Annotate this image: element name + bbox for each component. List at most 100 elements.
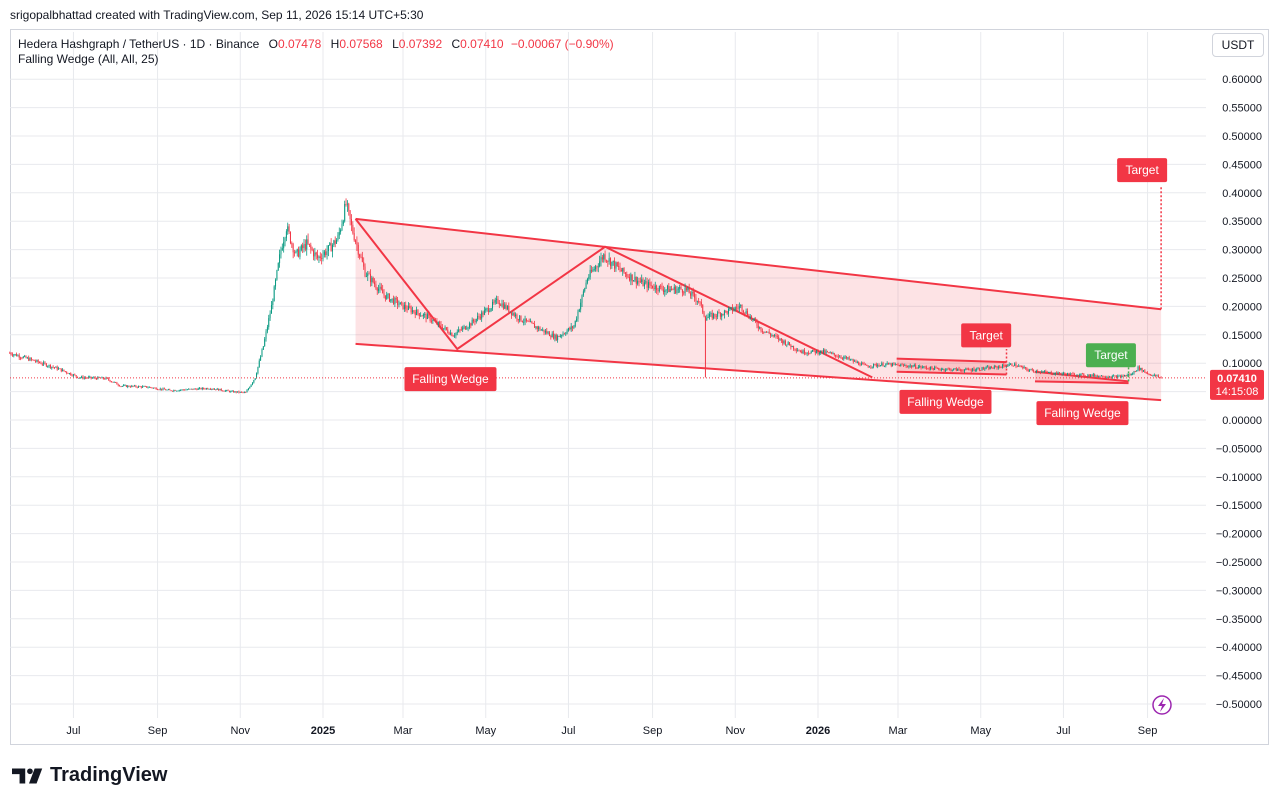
candle-body [907, 366, 909, 368]
candle-body [803, 350, 805, 354]
candle [585, 279, 587, 289]
candle [775, 332, 777, 339]
candle [36, 359, 38, 363]
candle [211, 388, 213, 391]
candle-body [34, 360, 36, 362]
candle-body [249, 386, 251, 389]
candle [893, 361, 895, 366]
candle-body [382, 289, 384, 294]
candle [1080, 373, 1082, 376]
candle-body [120, 386, 122, 388]
candle-body [867, 365, 869, 368]
candle-body [767, 331, 769, 333]
candle [628, 273, 630, 282]
candle [932, 367, 934, 371]
candle-body [982, 367, 984, 370]
candle [1057, 371, 1059, 375]
candle-body [365, 276, 367, 277]
candle [650, 281, 652, 290]
candle-body [576, 318, 578, 321]
candle-body [452, 335, 454, 337]
candle-body [41, 363, 43, 365]
candle-body [1008, 364, 1010, 366]
candle [234, 391, 236, 393]
candle [74, 373, 76, 376]
candle [1064, 372, 1066, 375]
candle-body [673, 286, 675, 290]
candle [464, 325, 466, 330]
candle-body [234, 391, 236, 393]
candle-body [904, 365, 906, 367]
candle-body [47, 366, 49, 368]
y-tick-label: 0.50000 [1222, 131, 1262, 143]
candle-body [529, 321, 531, 323]
candle-body [962, 370, 964, 372]
low-value: 0.07392 [398, 37, 443, 51]
candle [524, 315, 526, 326]
candle-body [171, 390, 173, 392]
candle-body [1081, 373, 1083, 375]
candle-body [75, 375, 77, 377]
candle-body [954, 368, 956, 370]
candle-body [605, 260, 607, 262]
lightning-icon[interactable] [1152, 695, 1172, 715]
candle-body [182, 389, 184, 391]
candle-body [744, 312, 746, 314]
candle-body [344, 204, 346, 222]
x-axis[interactable]: Jul Sep Nov 2025 Mar May Jul Sep Nov 2026 Mar May Ju… [66, 725, 1157, 737]
candle [624, 272, 626, 278]
candle [1056, 371, 1058, 375]
candle [478, 313, 480, 320]
candle [586, 277, 588, 285]
candle [981, 366, 983, 371]
candle-body [795, 349, 797, 351]
candle [761, 328, 763, 334]
grid [10, 32, 1206, 718]
candle [228, 390, 230, 393]
candle [854, 359, 856, 362]
candle-body [981, 367, 983, 371]
candle [635, 276, 637, 289]
candle-body [973, 368, 975, 371]
candle [1153, 373, 1155, 377]
candle-body [1096, 375, 1098, 377]
candle-body [947, 368, 949, 370]
candle-body [618, 266, 620, 267]
candle-body [317, 254, 319, 259]
candle [82, 375, 84, 380]
candle [878, 363, 880, 368]
candle [363, 257, 365, 270]
candle [41, 362, 43, 367]
candle [619, 262, 621, 273]
candle-body [658, 285, 660, 292]
candle-body [285, 231, 287, 239]
candle-body [875, 364, 877, 367]
candle [808, 350, 810, 356]
candle-body [40, 362, 42, 364]
currency-button[interactable]: USDT [1212, 33, 1264, 57]
candle-body [528, 320, 530, 322]
candle [1007, 363, 1009, 367]
candle-body [218, 388, 220, 391]
candle-body [736, 307, 738, 309]
y-axis[interactable]: 0.600000.550000.500000.450000.400000.350… [1216, 74, 1262, 711]
candle-body [664, 290, 666, 292]
candle [703, 310, 705, 318]
candle-body [379, 286, 381, 289]
candle-body [1106, 376, 1108, 378]
candle [21, 356, 23, 360]
candle-body [359, 254, 361, 257]
candle [468, 321, 470, 330]
candle [376, 286, 378, 295]
candle [414, 309, 416, 319]
candle-body [196, 389, 198, 390]
candle-body [936, 368, 938, 369]
candle-body [341, 224, 343, 230]
candle-body [726, 311, 728, 314]
candle-body [1030, 369, 1032, 371]
candle [368, 271, 370, 275]
candle-body [749, 316, 751, 319]
candle [241, 391, 243, 393]
indicator-legend[interactable]: Falling Wedge (All, All, 25) [18, 52, 159, 66]
